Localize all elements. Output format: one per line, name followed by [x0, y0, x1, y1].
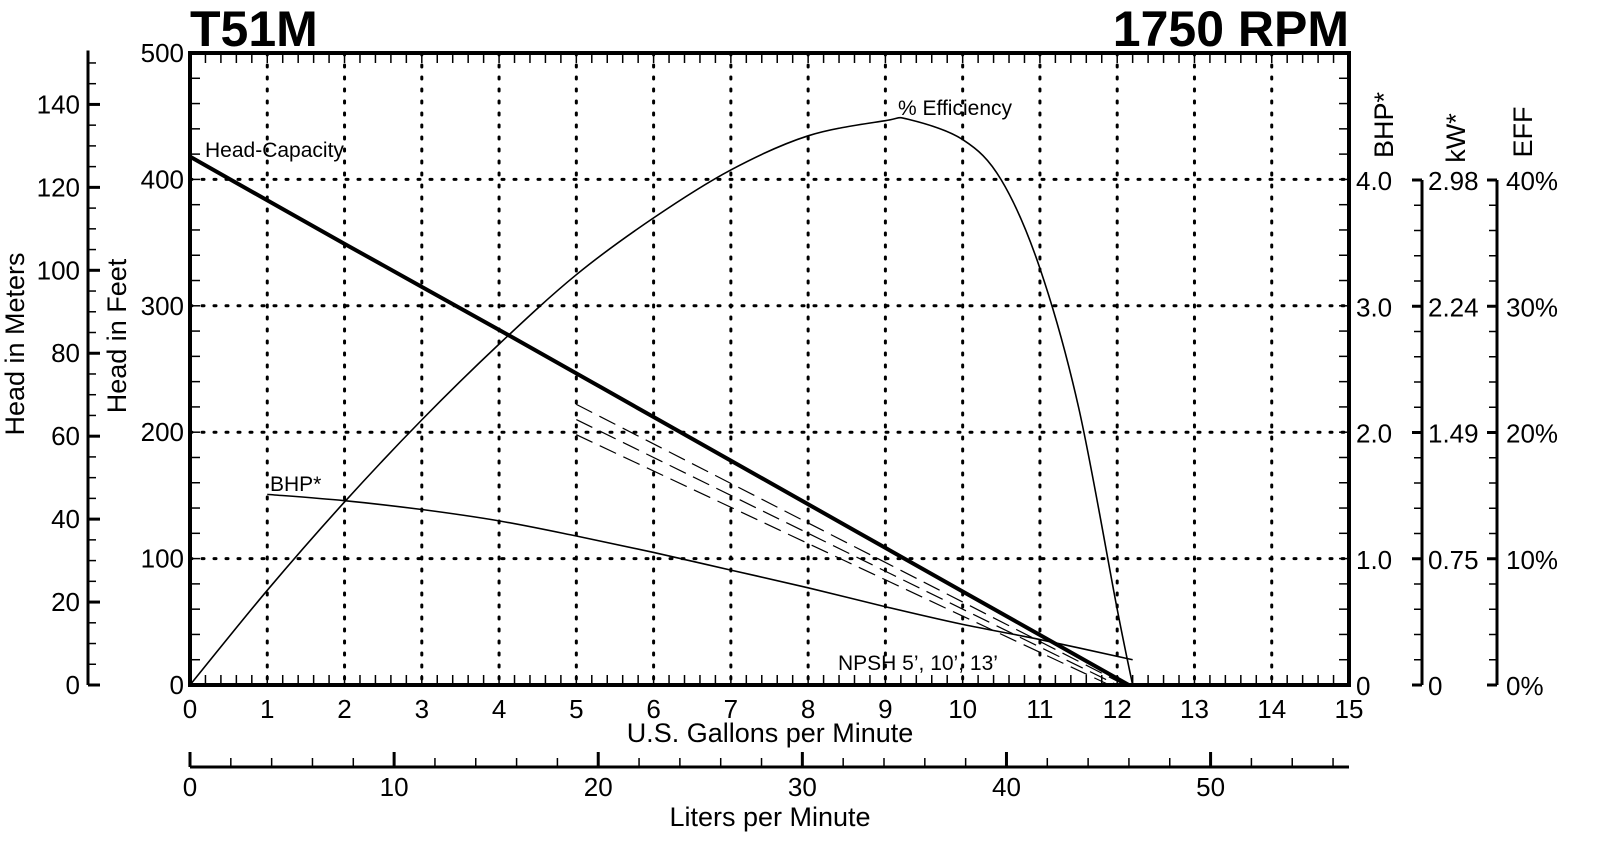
eff-tick-label: 0%	[1506, 671, 1544, 701]
right-axes: 0 1.0 2.0 3.0 4.0 0 0.75 1.49 2.24 2.98 0% 10% 20% 30…	[1356, 166, 1558, 701]
bhp-tick-label: 2.0	[1356, 419, 1392, 449]
y-axis-title-bhp: BHP*	[1369, 91, 1399, 158]
-efficiency-curve	[189, 116, 1134, 686]
feet-tick-label: 100	[141, 544, 184, 574]
bhp-curve	[267, 493, 1133, 661]
head-capacity-label: Head-Capacity	[205, 139, 344, 162]
meters-tick-label: 140	[37, 89, 80, 119]
meters-tick-label: 100	[37, 255, 80, 285]
lpm-tick-label: 30	[788, 772, 817, 802]
y-axis-title-meters: Head in Meters	[0, 252, 30, 435]
y-axis-title-kw: kW*	[1441, 113, 1471, 163]
meters-tick-label: 0	[66, 670, 80, 700]
meters-tick-label: 20	[51, 587, 80, 617]
kw-tick-label: 0	[1428, 671, 1442, 701]
lpm-tick-label: 50	[1196, 772, 1225, 802]
x-tick-label: 11	[1026, 694, 1053, 724]
x-tick-label: 13	[1180, 694, 1209, 724]
npsh-13-curve	[576, 434, 1110, 686]
eff-tick-label: 10%	[1506, 545, 1558, 575]
bhp-tick-label: 0	[1356, 671, 1370, 701]
model-title: T51M	[190, 1, 318, 57]
lpm-tick-label: 40	[992, 772, 1021, 802]
npsh-5-curve	[576, 403, 1126, 686]
minor-ticks	[189, 52, 1350, 686]
eff-tick-label: 20%	[1506, 419, 1558, 449]
x-tick-label: 0	[183, 694, 197, 724]
feet-tick-label: 300	[141, 291, 184, 321]
feet-tick-label: 0	[170, 670, 184, 700]
x-axis-gpm: 0 1 2 3 4 5 6 7 8 9 10 11 12 13 14 15	[183, 694, 1364, 724]
bhp-tick-label: 3.0	[1356, 292, 1392, 322]
x-axis-lpm: 0 10 20 30 40 50	[183, 752, 1349, 802]
kw-tick-label: 2.24	[1428, 292, 1479, 322]
x-tick-label: 4	[492, 694, 506, 724]
head-capacity-curve	[189, 154, 1130, 687]
plot-frame	[188, 51, 1351, 687]
x-tick-label: 12	[1103, 694, 1132, 724]
rpm-title: 1750 RPM	[1113, 1, 1349, 57]
bhp-tick-label: 4.0	[1356, 166, 1392, 196]
feet-tick-label: 500	[141, 38, 184, 68]
meters-tick-label: 60	[51, 421, 80, 451]
curves	[189, 116, 1134, 687]
x-axis-title-gpm: U.S. Gallons per Minute	[627, 718, 914, 748]
x-tick-label: 6	[646, 694, 660, 724]
meters-tick-label: 120	[37, 172, 80, 202]
y-axis-feet: 0 100 200 300 400 500	[141, 38, 184, 700]
bhp-label: BHP*	[270, 473, 321, 496]
x-tick-label: 14	[1257, 694, 1286, 724]
eff-tick-label: 40%	[1506, 166, 1558, 196]
lpm-tick-label: 20	[584, 772, 613, 802]
npsh-10-curve	[576, 419, 1118, 686]
kw-tick-label: 0.75	[1428, 545, 1479, 575]
efficiency-label: % Efficiency	[898, 97, 1012, 120]
x-tick-label: 7	[724, 694, 738, 724]
npsh-label: NPSH 5’, 10’, 13’	[838, 652, 998, 675]
feet-tick-label: 200	[141, 417, 184, 447]
x-tick-label: 9	[878, 694, 892, 724]
meters-tick-label: 80	[51, 338, 80, 368]
y-axis-meters: 0 20 40 60 80 100 120 140	[37, 50, 100, 700]
x-tick-label: 15	[1335, 694, 1364, 724]
bhp-tick-label: 1.0	[1356, 545, 1392, 575]
kw-tick-label: 2.98	[1428, 166, 1479, 196]
meters-tick-label: 40	[51, 504, 80, 534]
kw-tick-label: 1.49	[1428, 419, 1479, 449]
feet-tick-label: 400	[141, 164, 184, 194]
x-tick-label: 2	[337, 694, 351, 724]
x-axis-title-lpm: Liters per Minute	[669, 802, 870, 832]
lpm-tick-label: 0	[183, 772, 197, 802]
x-tick-label: 3	[415, 694, 429, 724]
y-axis-title-eff: EFF	[1508, 107, 1538, 158]
x-tick-label: 8	[801, 694, 815, 724]
y-axis-title-feet: Head in Feet	[102, 258, 132, 413]
lpm-tick-label: 10	[380, 772, 409, 802]
x-tick-label: 5	[569, 694, 583, 724]
x-tick-label: 10	[948, 694, 977, 724]
x-tick-label: 1	[260, 694, 274, 724]
grid-lines	[188, 51, 1351, 687]
eff-tick-label: 30%	[1506, 292, 1558, 322]
